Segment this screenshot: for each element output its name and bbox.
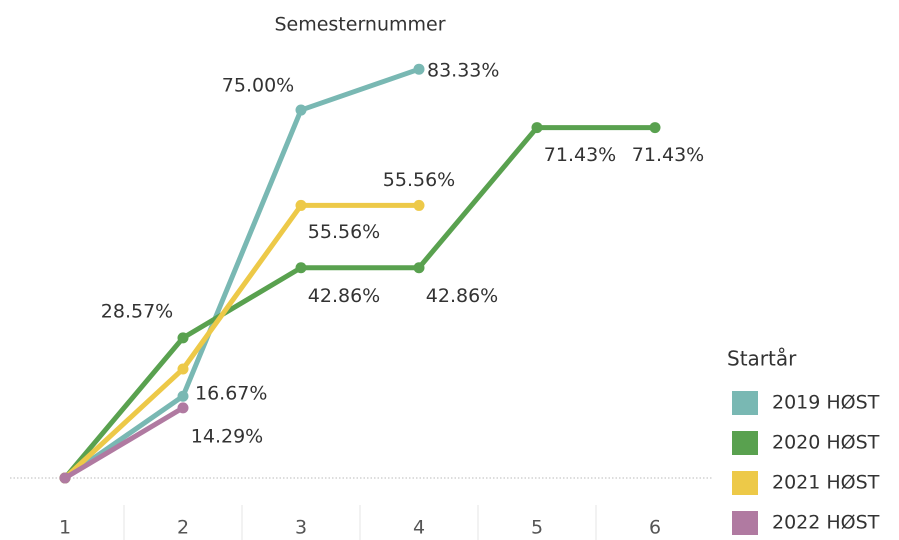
legend-label: 2019 HØST (772, 392, 880, 414)
point (177, 390, 189, 402)
legend-label: 2021 HØST (772, 472, 880, 494)
data-label: 55.56% (383, 169, 455, 191)
chart-title: Semesternummer (274, 14, 445, 36)
series-line (63, 405, 185, 481)
x-tick-label: 4 (413, 517, 425, 539)
point (177, 402, 189, 414)
point (413, 199, 425, 211)
data-label: 71.43% (544, 144, 616, 166)
point (295, 199, 307, 211)
point (177, 332, 189, 344)
data-label: 71.43% (632, 144, 704, 166)
point (177, 363, 189, 375)
data-label: 28.57% (101, 300, 173, 322)
data-label: 16.67% (195, 383, 267, 405)
series-line (63, 66, 420, 481)
legend-swatch (732, 471, 758, 495)
point (413, 63, 425, 75)
x-tick-label: 1 (59, 517, 71, 539)
series-line (63, 125, 655, 480)
point (531, 122, 543, 134)
legend-swatch (732, 511, 758, 535)
series-line (63, 202, 419, 480)
point (649, 122, 661, 134)
point (413, 262, 425, 274)
point (295, 262, 307, 274)
x-tick-label: 3 (295, 517, 307, 539)
legend-swatch (732, 391, 758, 415)
legend-label: 2020 HØST (772, 432, 880, 454)
series (59, 402, 189, 484)
data-label: 42.86% (426, 285, 498, 307)
series (59, 122, 661, 484)
data-label: 83.33% (427, 60, 499, 82)
series (59, 63, 425, 484)
legend-title: Startår (727, 347, 797, 371)
x-tick-label: 5 (531, 517, 543, 539)
legend-swatch (732, 431, 758, 455)
point (59, 472, 71, 484)
x-tick-label: 2 (177, 517, 189, 539)
point (295, 104, 307, 116)
legend-label: 2022 HØST (772, 512, 880, 534)
data-label: 14.29% (191, 425, 263, 447)
data-label: 75.00% (222, 75, 294, 97)
data-label: 42.86% (308, 285, 380, 307)
data-label: 55.56% (308, 221, 380, 243)
x-tick-label: 6 (649, 517, 661, 539)
